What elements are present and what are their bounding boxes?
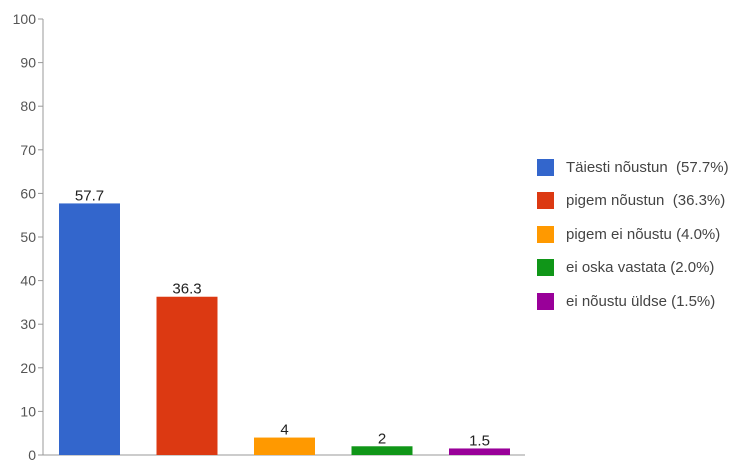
legend-swatch (537, 158, 554, 176)
y-tick-label: 10 (20, 403, 36, 419)
bar (59, 203, 120, 455)
y-tick-label: 40 (20, 273, 36, 289)
legend: Täiesti nõustun (57.7%) pigem nõustun (3… (537, 157, 729, 325)
bar-value-label: 4 (280, 422, 288, 439)
y-tick-label: 90 (20, 55, 36, 71)
legend-label: Täiesti nõustun (57.7%) (566, 158, 729, 176)
legend-label: pigem nõustun (36.3%) (566, 192, 726, 209)
legend-swatch (537, 259, 554, 276)
y-tick-label: 50 (20, 229, 36, 245)
legend-swatch (537, 225, 554, 243)
bar (254, 437, 315, 455)
y-tick-label: 30 (20, 316, 36, 332)
legend-item: ei oska vastata (2.0%) (537, 258, 729, 278)
bar-value-label: 2 (378, 430, 386, 447)
legend-item: pigem ei nõustu (4.0%) (537, 224, 729, 244)
y-tick-label: 70 (20, 142, 36, 158)
bar-value-label: 36.3 (172, 281, 201, 298)
legend-label: ei oska vastata (2.0%) (566, 259, 715, 276)
y-axis: 0 10 20 30 40 50 60 70 80 90 100 (13, 11, 525, 463)
bar-labels: 57.7 36.3 4 2 1.5 (75, 187, 490, 449)
legend-swatch (537, 192, 554, 209)
bars (59, 203, 510, 455)
legend-label: pigem ei nõustu (4.0%) (566, 225, 721, 243)
y-tick-label: 60 (20, 185, 36, 201)
bar (449, 448, 510, 455)
bar (156, 296, 218, 455)
legend-item: pigem nõustun (36.3%) (537, 191, 729, 211)
bar-value-label: 57.7 (75, 187, 104, 204)
bar (351, 446, 413, 455)
bar-value-label: 1.5 (469, 432, 490, 449)
legend-item: ei nõustu üldse (1.5%) (537, 291, 729, 311)
y-tick-label: 0 (28, 447, 36, 463)
y-tick-label: 80 (20, 98, 36, 114)
legend-item: Täiesti nõustun (57.7%) (537, 157, 729, 177)
legend-label: ei nõustu üldse (1.5%) (566, 292, 716, 310)
y-tick-label: 20 (20, 360, 36, 376)
legend-swatch (537, 292, 554, 310)
y-tick-label: 100 (13, 11, 37, 27)
